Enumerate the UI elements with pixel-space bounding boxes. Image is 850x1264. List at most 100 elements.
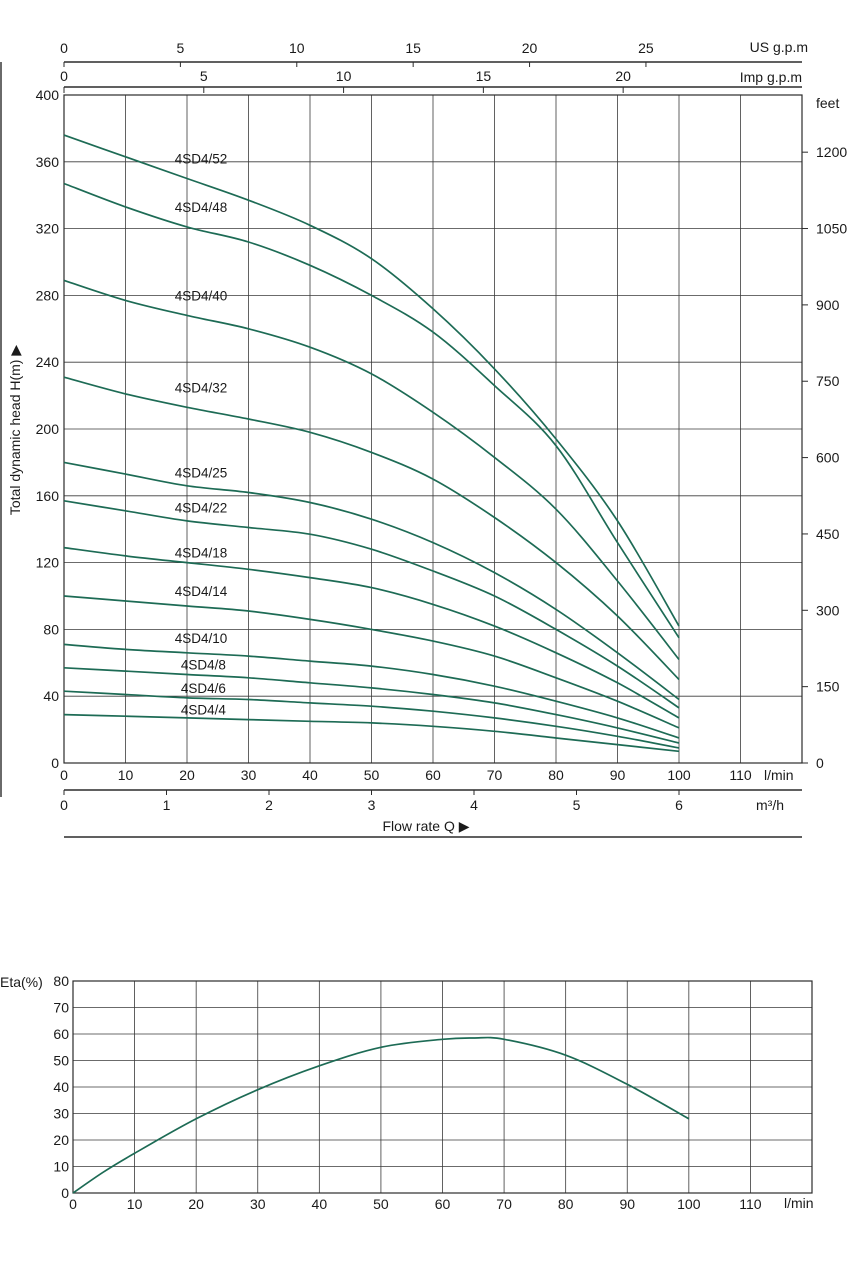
eta-ytick-label: 50 (53, 1053, 69, 1069)
head-curve-label: 4SD4/22 (175, 501, 228, 516)
head-xtick-label: 90 (610, 767, 626, 783)
eta-ytick-label: 80 (53, 973, 69, 989)
eta-xtick-label: 50 (373, 1196, 389, 1212)
head-curve (63, 713, 680, 753)
eta-xtick-label: 110 (739, 1196, 762, 1212)
feet-tick-label: 300 (816, 602, 840, 618)
eta-chart-grid (72, 980, 813, 1194)
head-curve-label: 4SD4/6 (181, 681, 226, 696)
us-gpm-tick-label: 15 (405, 40, 421, 56)
head-curve (63, 182, 680, 639)
eta-xtick-label: 10 (127, 1196, 143, 1212)
m3h-tick-label: 5 (573, 797, 581, 813)
eta-xtick-label: 60 (435, 1196, 451, 1212)
head-ytick-label: 200 (36, 421, 60, 437)
feet-tick-label: 900 (816, 297, 840, 313)
eta-ytick-label: 70 (53, 1000, 69, 1016)
m3h-tick-label: 6 (675, 797, 683, 813)
lmin-unit: l/min (764, 767, 794, 783)
eta-xtick-label: 0 (69, 1196, 77, 1212)
eta-ytick-label: 20 (53, 1132, 69, 1148)
us-gpm-tick-label: 0 (60, 40, 68, 56)
head-chart-curve-labels: 4SD4/52 4SD4/48 4SD4/40 4SD4/32 4SD4/25 4SD4/… (175, 151, 228, 717)
eta-xtick-label: 70 (496, 1196, 512, 1212)
head-ylabel: Total dynamic head H(m) ▶ (7, 345, 23, 516)
eta-ytick-label: 10 (53, 1159, 69, 1175)
eta-curve (72, 1036, 690, 1194)
imp-gpm-tick-label: 10 (336, 68, 352, 84)
head-xtick-label: 10 (118, 767, 134, 783)
eta-ytick-label: 0 (61, 1185, 69, 1201)
eta-ylabel: Eta(%) (0, 974, 43, 990)
eta-ytick-label: 60 (53, 1026, 69, 1042)
us-gpm-tick-label: 5 (176, 40, 184, 56)
m3h-tick-label: 2 (265, 797, 273, 813)
feet-tick-label: 1050 (816, 221, 847, 237)
head-curve-label: 4SD4/32 (175, 380, 228, 395)
head-xtick-label: 40 (302, 767, 318, 783)
head-xtick-label: 20 (179, 767, 195, 783)
eta-lmin-unit: l/min (784, 1195, 814, 1211)
head-ytick-label: 360 (36, 154, 60, 170)
head-ytick-label: 280 (36, 287, 60, 303)
imp-gpm-tick-label: 0 (60, 68, 68, 84)
head-xtick-label: 80 (548, 767, 564, 783)
feet-tick-label: 0 (816, 755, 824, 771)
head-ytick-label: 0 (51, 755, 59, 771)
eta-ytick-label: 40 (53, 1079, 69, 1095)
m3h-tick-label: 0 (60, 797, 68, 813)
imp-gpm-unit: Imp g.p.m (740, 69, 802, 85)
head-curve (63, 690, 680, 749)
head-chart-curves (63, 134, 680, 753)
head-curve (63, 499, 680, 709)
eta-xtick-label: 30 (250, 1196, 266, 1212)
head-xlabel: Flow rate Q ▶ (382, 818, 469, 834)
head-xtick-label: 60 (425, 767, 441, 783)
us-gpm-tick-label: 25 (638, 40, 654, 56)
eta-plot-frame (72, 980, 813, 1194)
us-gpm-tick-label: 20 (522, 40, 538, 56)
m3h-tick-label: 1 (163, 797, 171, 813)
head-curve-label: 4SD4/4 (181, 703, 227, 718)
m3h-tick-label: 3 (368, 797, 376, 813)
head-ytick-label: 160 (36, 488, 60, 504)
head-ytick-label: 40 (43, 688, 59, 704)
head-curve (63, 279, 680, 661)
head-xtick-label: 30 (241, 767, 257, 783)
imp-gpm-tick-label: 15 (476, 68, 492, 84)
head-ytick-label: 80 (43, 621, 59, 637)
head-curve-label: 4SD4/52 (175, 151, 228, 166)
feet-tick-label: 1200 (816, 144, 847, 160)
feet-tick-label: 450 (816, 526, 840, 542)
us-gpm-tick-label: 10 (289, 40, 305, 56)
head-curve-label: 4SD4/10 (175, 631, 228, 646)
head-xtick-label: 0 (60, 767, 68, 783)
head-curve (63, 546, 680, 719)
head-ytick-label: 120 (36, 555, 60, 571)
eta-ytick-label: 30 (53, 1106, 69, 1122)
head-ytick-label: 320 (36, 221, 60, 237)
head-curve (63, 595, 680, 729)
head-curve (63, 461, 680, 701)
eta-xtick-label: 20 (188, 1196, 204, 1212)
feet-unit: feet (816, 95, 839, 111)
head-xtick-label: 110 (729, 767, 752, 783)
eta-xtick-label: 40 (312, 1196, 328, 1212)
head-curve-label: 4SD4/48 (175, 200, 228, 215)
m3h-tick-label: 4 (470, 797, 478, 813)
head-chart-grid (63, 94, 803, 764)
feet-tick-label: 600 (816, 450, 840, 466)
head-curve-label: 4SD4/18 (175, 546, 228, 561)
head-xtick-label: 70 (487, 767, 503, 783)
head-plot-frame (63, 94, 803, 764)
head-curve-label: 4SD4/8 (181, 657, 226, 672)
head-curve (63, 643, 680, 739)
eta-xtick-label: 80 (558, 1196, 574, 1212)
head-ytick-label: 400 (36, 87, 60, 103)
head-ytick-label: 240 (36, 354, 60, 370)
eta-chart-axes: 0 10 20 30 40 50 60 70 80 0 10 20 30 40 50 60 70 80 90 100 1… (53, 973, 761, 1212)
imp-gpm-tick-label: 5 (200, 68, 208, 84)
head-curve-label: 4SD4/25 (175, 465, 228, 480)
